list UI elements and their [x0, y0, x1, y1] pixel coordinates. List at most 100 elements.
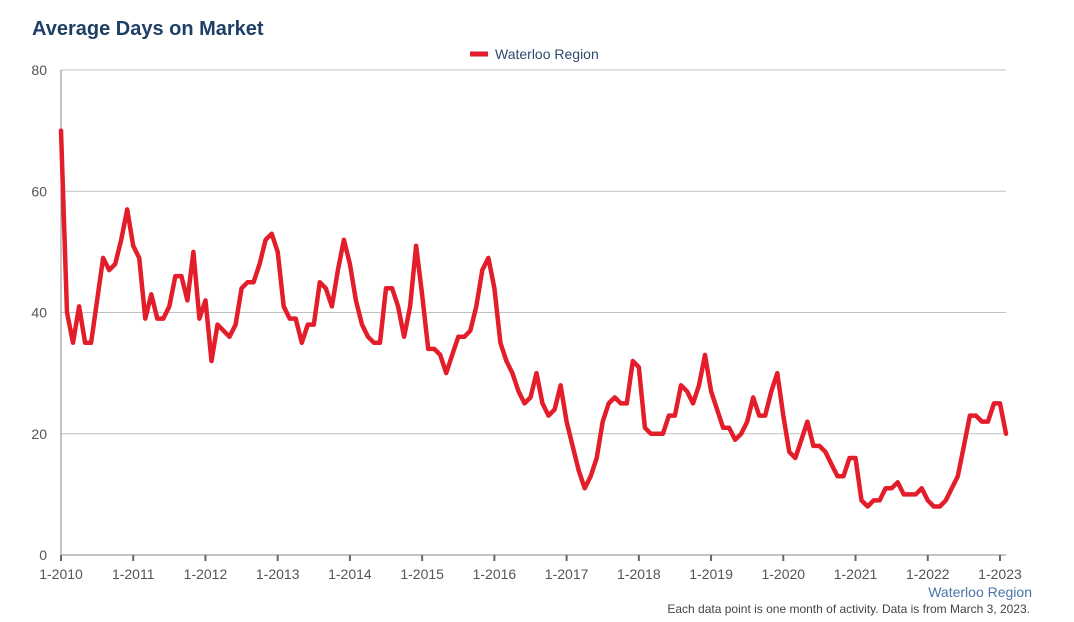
data-point[interactable] — [793, 456, 797, 460]
data-point[interactable] — [282, 304, 286, 308]
data-point[interactable] — [643, 426, 647, 430]
data-point[interactable] — [998, 401, 1002, 405]
legend[interactable]: Waterloo Region — [470, 46, 599, 62]
data-point[interactable] — [456, 335, 460, 339]
data-point[interactable] — [745, 420, 749, 424]
data-point[interactable] — [234, 323, 238, 327]
data-point[interactable] — [179, 274, 183, 278]
data-point[interactable] — [860, 498, 864, 502]
data-point[interactable] — [288, 317, 292, 321]
legend-label[interactable]: Waterloo Region — [495, 46, 599, 62]
data-point[interactable] — [119, 238, 123, 242]
data-point[interactable] — [703, 353, 707, 357]
data-point[interactable] — [775, 371, 779, 375]
data-point[interactable] — [396, 304, 400, 308]
data-point[interactable] — [384, 286, 388, 290]
data-point[interactable] — [89, 341, 93, 345]
data-point[interactable] — [95, 298, 99, 302]
data-point[interactable] — [432, 347, 436, 351]
data-point[interactable] — [420, 292, 424, 296]
data-point[interactable] — [541, 401, 545, 405]
data-point[interactable] — [185, 298, 189, 302]
data-point[interactable] — [462, 335, 466, 339]
data-point[interactable] — [902, 492, 906, 496]
data-point[interactable] — [950, 486, 954, 490]
data-point[interactable] — [757, 414, 761, 418]
data-point[interactable] — [498, 341, 502, 345]
data-point[interactable] — [101, 256, 105, 260]
data-point[interactable] — [486, 256, 490, 260]
data-point[interactable] — [980, 420, 984, 424]
data-point[interactable] — [222, 329, 226, 333]
data-point[interactable] — [649, 432, 653, 436]
data-point[interactable] — [402, 335, 406, 339]
data-point[interactable] — [595, 456, 599, 460]
data-point[interactable] — [709, 389, 713, 393]
data-point[interactable] — [715, 408, 719, 412]
data-point[interactable] — [607, 401, 611, 405]
data-point[interactable] — [872, 498, 876, 502]
data-point[interactable] — [727, 426, 731, 430]
data-point[interactable] — [583, 486, 587, 490]
data-point[interactable] — [342, 238, 346, 242]
data-point[interactable] — [577, 468, 581, 472]
data-point[interactable] — [721, 426, 725, 430]
data-point[interactable] — [438, 353, 442, 357]
data-point[interactable] — [318, 280, 322, 284]
data-point[interactable] — [83, 341, 87, 345]
data-point[interactable] — [390, 286, 394, 290]
data-point[interactable] — [781, 414, 785, 418]
data-point[interactable] — [216, 323, 220, 327]
data-point[interactable] — [426, 347, 430, 351]
data-point[interactable] — [324, 286, 328, 290]
data-point[interactable] — [492, 286, 496, 290]
data-point[interactable] — [655, 432, 659, 436]
data-point[interactable] — [65, 311, 69, 315]
data-point[interactable] — [312, 323, 316, 327]
data-point[interactable] — [751, 395, 755, 399]
data-point[interactable] — [763, 414, 767, 418]
data-point[interactable] — [619, 401, 623, 405]
data-point[interactable] — [823, 450, 827, 454]
data-point[interactable] — [197, 317, 201, 321]
data-point[interactable] — [125, 207, 129, 211]
data-point[interactable] — [968, 414, 972, 418]
data-point[interactable] — [414, 244, 418, 248]
data-point[interactable] — [336, 268, 340, 272]
data-point[interactable] — [252, 280, 256, 284]
data-point[interactable] — [733, 438, 737, 442]
data-point[interactable] — [191, 250, 195, 254]
data-point[interactable] — [510, 371, 514, 375]
data-point[interactable] — [553, 408, 557, 412]
data-point[interactable] — [348, 262, 352, 266]
data-point[interactable] — [661, 432, 665, 436]
data-point[interactable] — [956, 474, 960, 478]
data-point[interactable] — [920, 486, 924, 490]
data-point[interactable] — [131, 244, 135, 248]
data-point[interactable] — [817, 444, 821, 448]
data-point[interactable] — [565, 420, 569, 424]
data-point[interactable] — [155, 317, 159, 321]
data-point[interactable] — [854, 456, 858, 460]
data-point[interactable] — [228, 335, 232, 339]
data-point[interactable] — [631, 359, 635, 363]
data-point[interactable] — [601, 420, 605, 424]
data-point[interactable] — [366, 335, 370, 339]
data-point[interactable] — [986, 420, 990, 424]
data-point[interactable] — [866, 505, 870, 509]
data-point[interactable] — [799, 438, 803, 442]
data-point[interactable] — [354, 298, 358, 302]
data-point[interactable] — [204, 298, 208, 302]
data-point[interactable] — [264, 238, 268, 242]
data-point[interactable] — [523, 401, 527, 405]
data-point[interactable] — [938, 505, 942, 509]
data-point[interactable] — [637, 365, 641, 369]
data-point[interactable] — [71, 341, 75, 345]
data-point[interactable] — [306, 323, 310, 327]
data-point[interactable] — [378, 341, 382, 345]
data-point[interactable] — [529, 395, 533, 399]
data-point[interactable] — [697, 383, 701, 387]
data-point[interactable] — [276, 250, 280, 254]
data-point[interactable] — [787, 450, 791, 454]
data-point[interactable] — [258, 262, 262, 266]
